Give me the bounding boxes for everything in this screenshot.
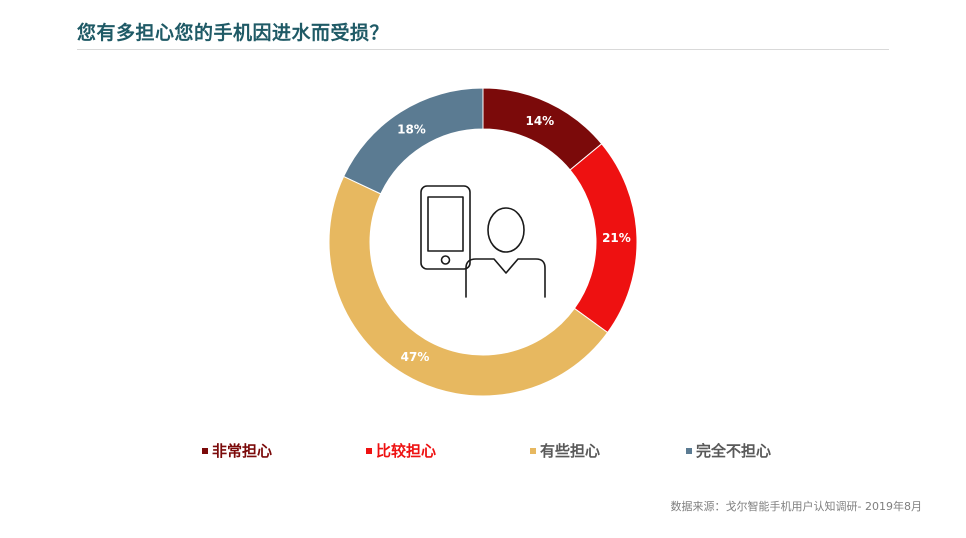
legend-swatch-not-worried: [686, 447, 692, 454]
legend-label: 非常担心: [212, 442, 273, 460]
donut-slices: [328, 87, 638, 397]
legend-label: 比较担心: [376, 442, 437, 460]
data-label-somewhat-worried: 47%: [401, 350, 430, 364]
legend-item-quite-worried: 比较担心: [366, 440, 436, 461]
legend-item-somewhat-worried: 有些担心: [530, 440, 600, 461]
data-label-very-worried: 14%: [525, 114, 554, 128]
data-label-not-worried: 18%: [397, 122, 426, 136]
data-source-note: 数据来源：戈尔智能手机用户认知调研- 2019年8月: [670, 500, 922, 513]
donut-slice-very-worried: [482, 87, 603, 171]
legend-swatch-very-worried: [202, 447, 208, 454]
chart-legend: 非常担心 比较担心 有些担心 完全不担心: [0, 440, 966, 462]
donut-slice-somewhat-worried: [328, 175, 609, 397]
donut-data-labels: 14% 21% 47% 18%: [397, 114, 631, 364]
legend-label: 有些担心: [540, 442, 601, 460]
page-title: 您有多担心您的手机因进水而受损？: [77, 22, 390, 44]
legend-item-not-worried: 完全不担心: [686, 440, 771, 461]
legend-swatch-somewhat-worried: [530, 447, 536, 454]
legend-item-very-worried: 非常担心: [202, 440, 272, 461]
phone-and-person-icon: [420, 185, 546, 298]
donut-slice-not-worried: [342, 87, 484, 195]
legend-label: 完全不担心: [696, 442, 772, 460]
title-divider: [77, 49, 889, 50]
legend-swatch-quite-worried: [366, 447, 372, 454]
data-label-quite-worried: 21%: [602, 231, 631, 245]
